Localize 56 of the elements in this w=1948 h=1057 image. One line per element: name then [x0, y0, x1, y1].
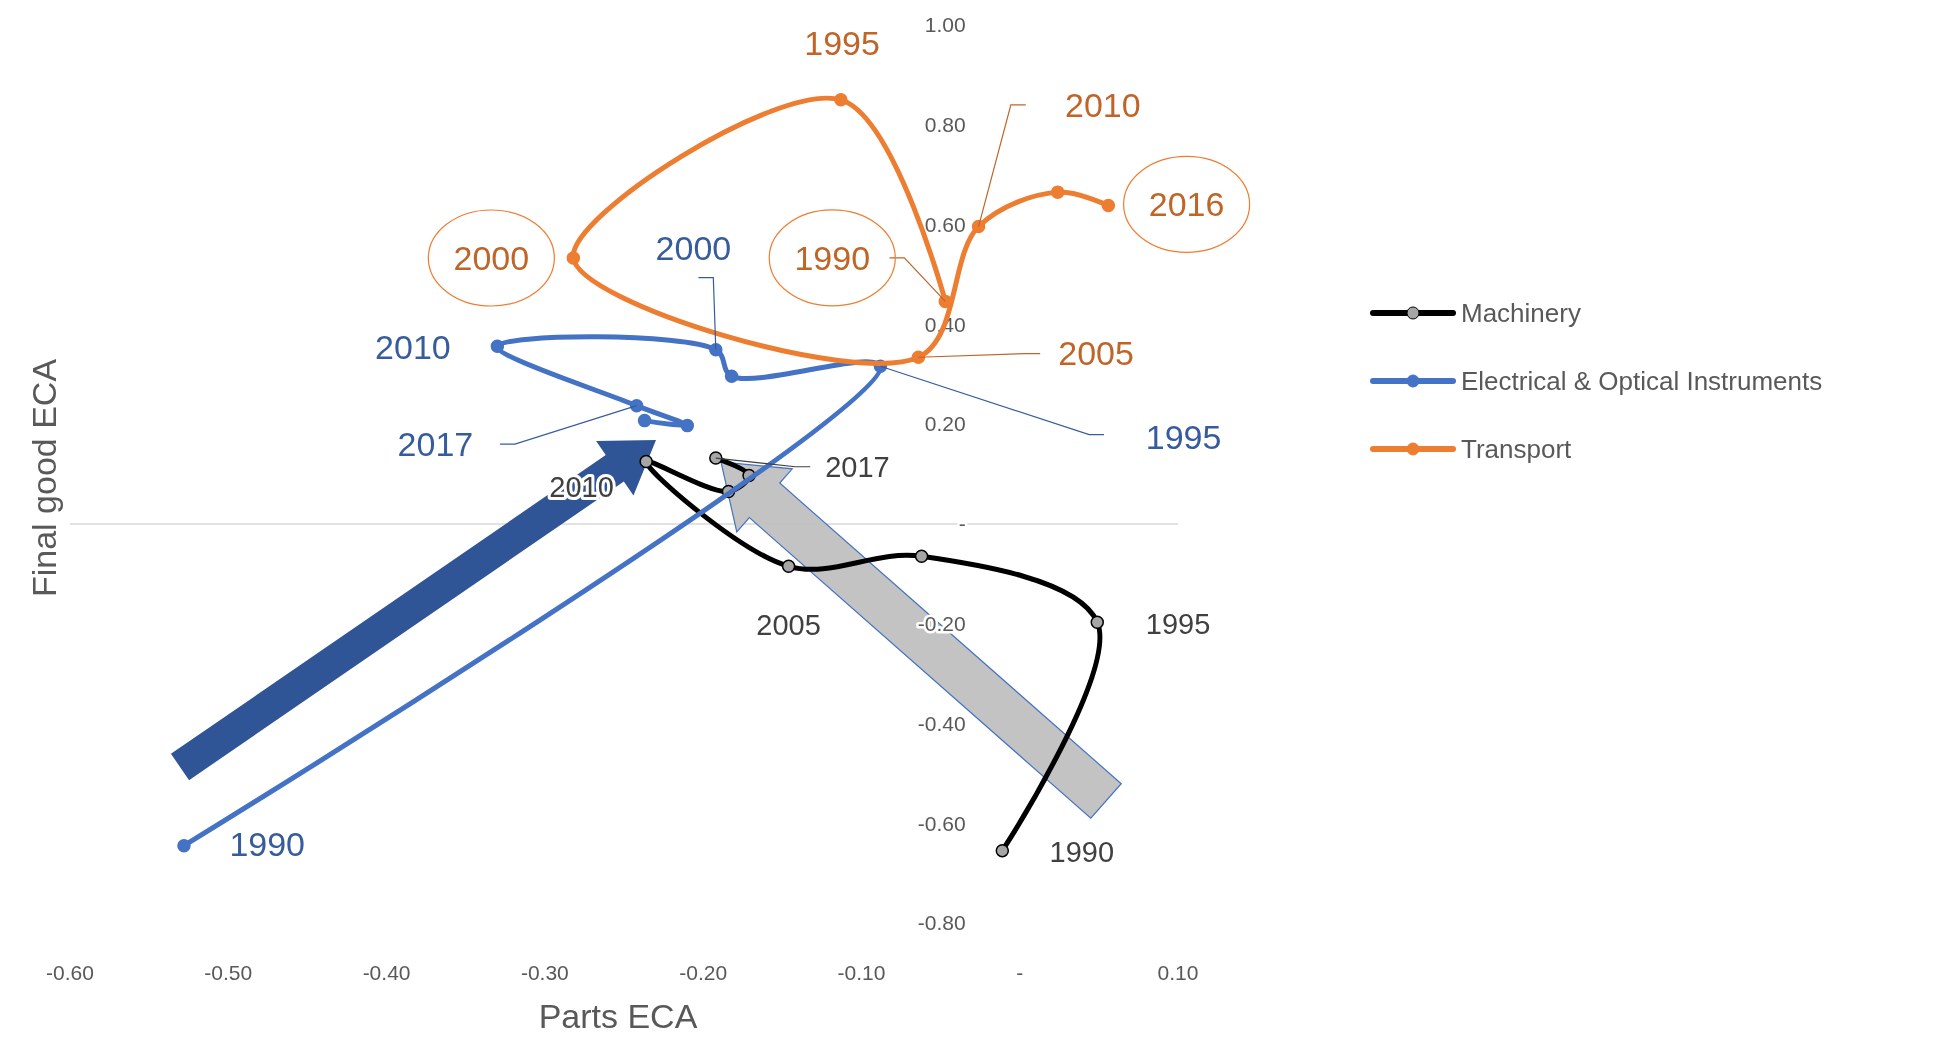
- legend-label: Machinery: [1461, 298, 1581, 329]
- point: [938, 294, 953, 309]
- point: [1101, 198, 1116, 213]
- y-tick-label: -0.80: [917, 911, 966, 935]
- x-axis-title: Parts ECA: [538, 997, 698, 1035]
- point: [177, 838, 191, 853]
- annotation: 1995: [1145, 417, 1222, 456]
- annotation: 1995: [1145, 607, 1211, 640]
- annotation: 2000: [453, 238, 530, 277]
- point: [724, 369, 739, 383]
- annotation: 1995: [804, 23, 880, 62]
- annotation: 2016: [1148, 185, 1225, 224]
- annotation: 2010: [1064, 85, 1141, 124]
- point: [971, 219, 986, 234]
- point: [995, 843, 1010, 858]
- y-tick-label: 0.60: [924, 212, 966, 236]
- point: [1090, 615, 1105, 629]
- annotation: 2005: [1058, 334, 1134, 373]
- x-tick-label: 0.10: [1157, 961, 1199, 985]
- x-tick-label: -0.10: [837, 961, 886, 985]
- x-tick-label: -0.50: [204, 961, 253, 985]
- point: [639, 454, 653, 469]
- point: [566, 251, 581, 265]
- annotation: 2000: [655, 228, 732, 267]
- point: [637, 413, 652, 428]
- y-tick-label: -0.60: [917, 811, 966, 835]
- x-tick-label: -0.30: [520, 961, 569, 985]
- legend-label: Transport: [1461, 434, 1573, 465]
- point: [490, 339, 505, 354]
- x-tick-label: -0.40: [362, 961, 411, 985]
- annotation: 2005: [756, 608, 821, 641]
- point: [1050, 185, 1065, 199]
- y-tick-label: -: [958, 512, 966, 536]
- point: [781, 559, 796, 574]
- x-tick-label: -0.20: [679, 961, 728, 985]
- y-tick-label: 1.00: [924, 13, 966, 37]
- annotation: 2017: [397, 425, 474, 464]
- annotation: 2010: [375, 328, 451, 367]
- x-tick-label: -: [1016, 961, 1024, 985]
- y-tick-label: -0.40: [917, 711, 966, 735]
- point: [629, 398, 644, 413]
- x-tick-label: -0.60: [46, 961, 94, 985]
- point: [911, 350, 926, 365]
- annotation: 1990: [794, 238, 871, 277]
- point: [709, 451, 723, 465]
- y-axis-title: Final good ECA: [25, 358, 63, 598]
- y-tick-label: 0.20: [924, 412, 966, 436]
- legend-label: Electrical & Optical Instruments: [1461, 366, 1823, 397]
- annotation: 1990: [229, 825, 306, 864]
- y-tick-label: 0.80: [924, 113, 966, 137]
- point: [914, 549, 929, 564]
- point: [709, 343, 723, 357]
- point: [834, 93, 848, 107]
- point: [680, 418, 695, 433]
- annotation: 2017: [825, 450, 890, 483]
- annotation: 1990: [1049, 836, 1115, 869]
